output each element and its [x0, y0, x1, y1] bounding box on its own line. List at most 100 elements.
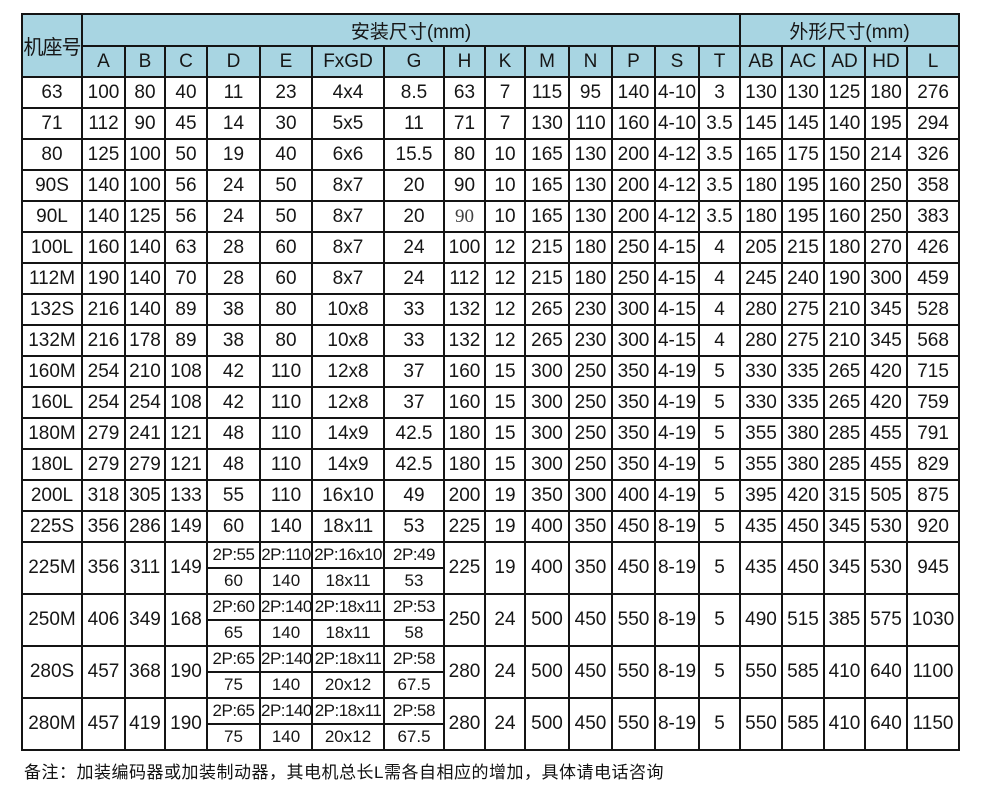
dimension-cell: 5 [697, 355, 742, 388]
dimension-cell: 300 [524, 448, 570, 481]
dimension-cell: 14x9 [311, 448, 385, 481]
table-row-160m: 160M 254 210 108 42 110 12x8 37 160 15 300 250 350 4-… [21, 355, 961, 388]
dimension-cell: 350 [611, 448, 656, 481]
dimension-cell: 16x10 [311, 479, 385, 512]
column-header-g: G [383, 45, 445, 78]
dimension-cell: 2P:55 [206, 541, 261, 569]
dimension-cell: 230 [568, 324, 613, 357]
dimension-cell: 110 [259, 355, 313, 388]
dimension-cell: 380 [781, 417, 826, 450]
dimension-cell: 330 [739, 386, 784, 419]
dimension-cell: 140 [81, 200, 126, 233]
frame-number-cell: 80 [21, 138, 83, 171]
dimension-cell: 3.5 [697, 107, 742, 140]
dimension-cell: 285 [823, 417, 867, 450]
table-subrow-280s: 75 140 20x12 67.5 [22, 671, 959, 699]
dimension-cell: 280 [443, 645, 486, 699]
dimension-cell: 829 [906, 448, 961, 481]
dimension-cell: 8-19 [654, 697, 700, 751]
table-subrow-280m: 75 140 20x12 67.5 [22, 723, 959, 751]
table-row-90s: 90S 140 100 56 24 50 8x7 20 90 10 165 130 200 4-12 3.5… [21, 169, 961, 202]
dimension-cell: 3.5 [697, 200, 742, 233]
dimension-cell: 80 [124, 76, 166, 109]
dimension-cell: 1100 [906, 645, 961, 699]
dimension-cell: 225 [443, 541, 486, 595]
dimension-cell: 585 [781, 645, 826, 699]
table-subrow-250m: 65 140 18x11 58 [22, 619, 959, 647]
dimension-cell: 19 [484, 479, 526, 512]
table-row-160l: 160L 254 254 108 42 110 12x8 37 160 15 300 250 350 4-… [21, 386, 961, 419]
dimension-cell: 15.5 [383, 138, 445, 171]
dimension-cell: 160 [611, 107, 656, 140]
dimension-cell: 4-12 [654, 200, 700, 233]
dimension-cell: 12 [484, 231, 526, 264]
dimension-cell: 286 [124, 510, 166, 543]
dimension-cell: 350 [568, 541, 613, 595]
dimension-cell: 2P:65 [206, 645, 261, 673]
dimension-table: 机座号 安装尺寸(mm) 外形尺寸(mm) A B C D E FxGD G H K M N P S T A… [21, 13, 961, 751]
dimension-cell: 8x7 [311, 169, 385, 202]
dimension-cell: 920 [906, 510, 961, 543]
dimension-cell: 150 [823, 138, 867, 171]
dimension-cell: 214 [864, 138, 909, 171]
dimension-cell: 1030 [906, 593, 961, 647]
dimension-cell: 200 [443, 479, 486, 512]
frame-number-cell: 225M [21, 541, 83, 595]
dimension-cell: 326 [906, 138, 961, 171]
dimension-cell: 250 [611, 262, 656, 295]
dimension-cell: 8x7 [311, 200, 385, 233]
dimension-cell: 420 [864, 355, 909, 388]
dimension-cell: 250 [443, 593, 486, 647]
dimension-cell: 875 [906, 479, 961, 512]
column-header-ac: AC [781, 45, 826, 78]
dimension-cell: 254 [81, 355, 126, 388]
dimension-cell: 345 [823, 510, 867, 543]
dimension-cell: 575 [864, 593, 909, 647]
table-subrow-225m: 60 140 18x11 53 [22, 567, 959, 595]
dimension-cell: 254 [81, 386, 126, 419]
dimension-cell: 130 [568, 200, 613, 233]
dimension-cell: 15 [484, 355, 526, 388]
dimension-cell: 4-15 [654, 324, 700, 357]
dimension-cell: 350 [524, 479, 570, 512]
dimension-cell: 216 [81, 293, 126, 326]
dimension-cell: 180 [443, 417, 486, 450]
dimension-cell: 4-10 [654, 107, 700, 140]
dimension-cell: 110 [568, 107, 613, 140]
dimension-cell: 4-12 [654, 138, 700, 171]
dimension-cell: 15 [484, 386, 526, 419]
dimension-cell: 265 [524, 324, 570, 357]
dimension-cell: 500 [524, 593, 570, 647]
dimension-cell: 30 [259, 107, 313, 140]
dimension-cell: 149 [164, 541, 208, 595]
dimension-cell: 355 [739, 448, 784, 481]
dimension-cell: 385 [823, 593, 867, 647]
dimension-cell: 71 [443, 107, 486, 140]
dimension-cell: 368 [124, 645, 166, 699]
dimension-cell: 410 [823, 645, 867, 699]
dimension-cell: 12 [484, 293, 526, 326]
dimension-cell: 108 [164, 386, 208, 419]
dimension-cell: 56 [164, 200, 208, 233]
dimension-cell: 380 [781, 448, 826, 481]
dimension-cell: 215 [524, 231, 570, 264]
dimension-cell: 5 [697, 697, 742, 751]
dimension-cell: 270 [864, 231, 909, 264]
dimension-cell: 18x11 [311, 567, 385, 595]
overall-dimensions-header: 外形尺寸(mm) [739, 13, 961, 47]
dimension-cell: 250 [568, 386, 613, 419]
dimension-cell: 60 [206, 567, 261, 595]
dimension-cell: 4 [697, 262, 742, 295]
dimension-cell: 4-19 [654, 355, 700, 388]
table-header: 机座号 安装尺寸(mm) 外形尺寸(mm) A B C D E FxGD G H K M N P S T A… [21, 13, 961, 78]
dimension-cell: 48 [206, 448, 261, 481]
dimension-cell: 7 [484, 107, 526, 140]
mounting-dimensions-header: 安装尺寸(mm) [80, 13, 742, 47]
column-header-ad: AD [823, 45, 867, 78]
dimension-cell: 250 [864, 200, 909, 233]
dimension-cell: 55 [206, 479, 261, 512]
dimension-cell: 318 [81, 479, 126, 512]
column-header-m: M [524, 45, 570, 78]
dimension-cell: 459 [906, 262, 961, 295]
dimension-cell: 15 [484, 448, 526, 481]
